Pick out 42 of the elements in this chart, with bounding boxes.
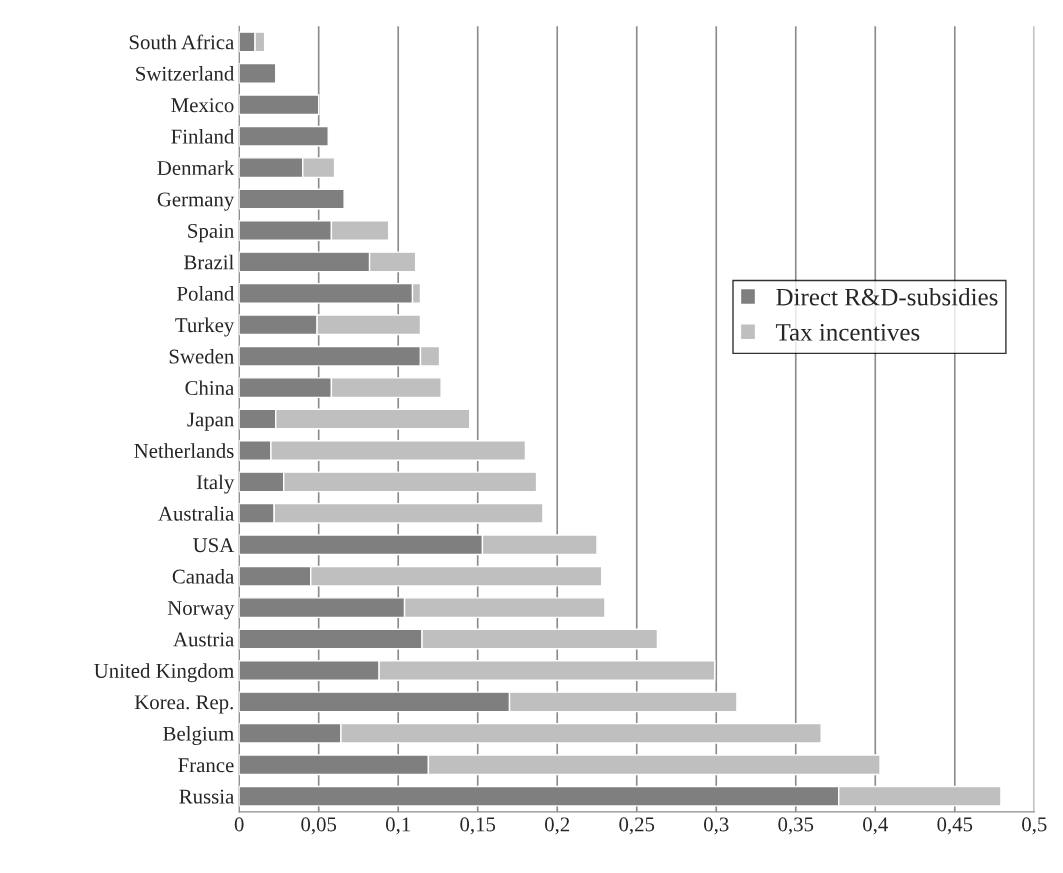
y-tick-label: Poland [177,286,235,301]
y-tick-label: United Kingdom [94,663,234,683]
bar [239,94,320,116]
legend-label: Tax incentives [775,323,920,341]
x-tick-label: 0,3 [704,817,729,835]
y-tick-label: Sweden [169,348,234,364]
y-tick-label: Finland [171,128,235,144]
x-tick-label: 0,5 [1022,817,1047,835]
y-tick-label: Austria [173,632,235,647]
y-tick-label: Brazil [184,254,234,270]
x-tick-label: 0,2 [545,817,570,835]
legend-label: Direct R&D-subsidies [776,287,998,306]
y-tick-label: France [178,758,234,773]
bar [239,188,345,210]
y-tick-label: Switzerland [136,66,235,81]
x-tick-label: 0,05 [301,817,337,835]
x-tick-label: 0,1 [385,817,410,835]
y-tick-label: Turkey [175,317,235,337]
x-tick-label: 0,15 [460,817,496,835]
x-tick-label: 0,4 [863,817,888,835]
x-tick-label: 0,25 [619,817,655,835]
y-tick-label: South Africa [129,34,235,50]
x-tick-label: 0,35 [778,817,814,835]
x-tick-label: 0 [234,817,244,832]
x-tick-label: 0,45 [937,817,973,835]
y-tick-label: Denmark [157,160,235,176]
bar [239,125,329,147]
y-tick-label: Japan [187,412,234,431]
y-tick-label: USA [193,538,235,553]
y-tick-label: Belgium [163,726,234,746]
y-tick-label: Norway [167,601,235,620]
y-tick-label: Korea. Rep. [134,695,233,714]
y-tick-label: Australia [158,506,235,521]
y-tick-label: Italy [196,474,235,494]
bar [239,62,277,84]
y-tick-label: Russia [179,789,235,804]
y-tick-label: Mexico [171,98,234,113]
y-tick-label: Germany [157,192,235,211]
y-tick-label: Canada [172,568,235,584]
y-tick-label: Netherlands [134,443,234,458]
y-tick-label: Spain [188,223,234,243]
y-tick-label: China [185,380,235,396]
